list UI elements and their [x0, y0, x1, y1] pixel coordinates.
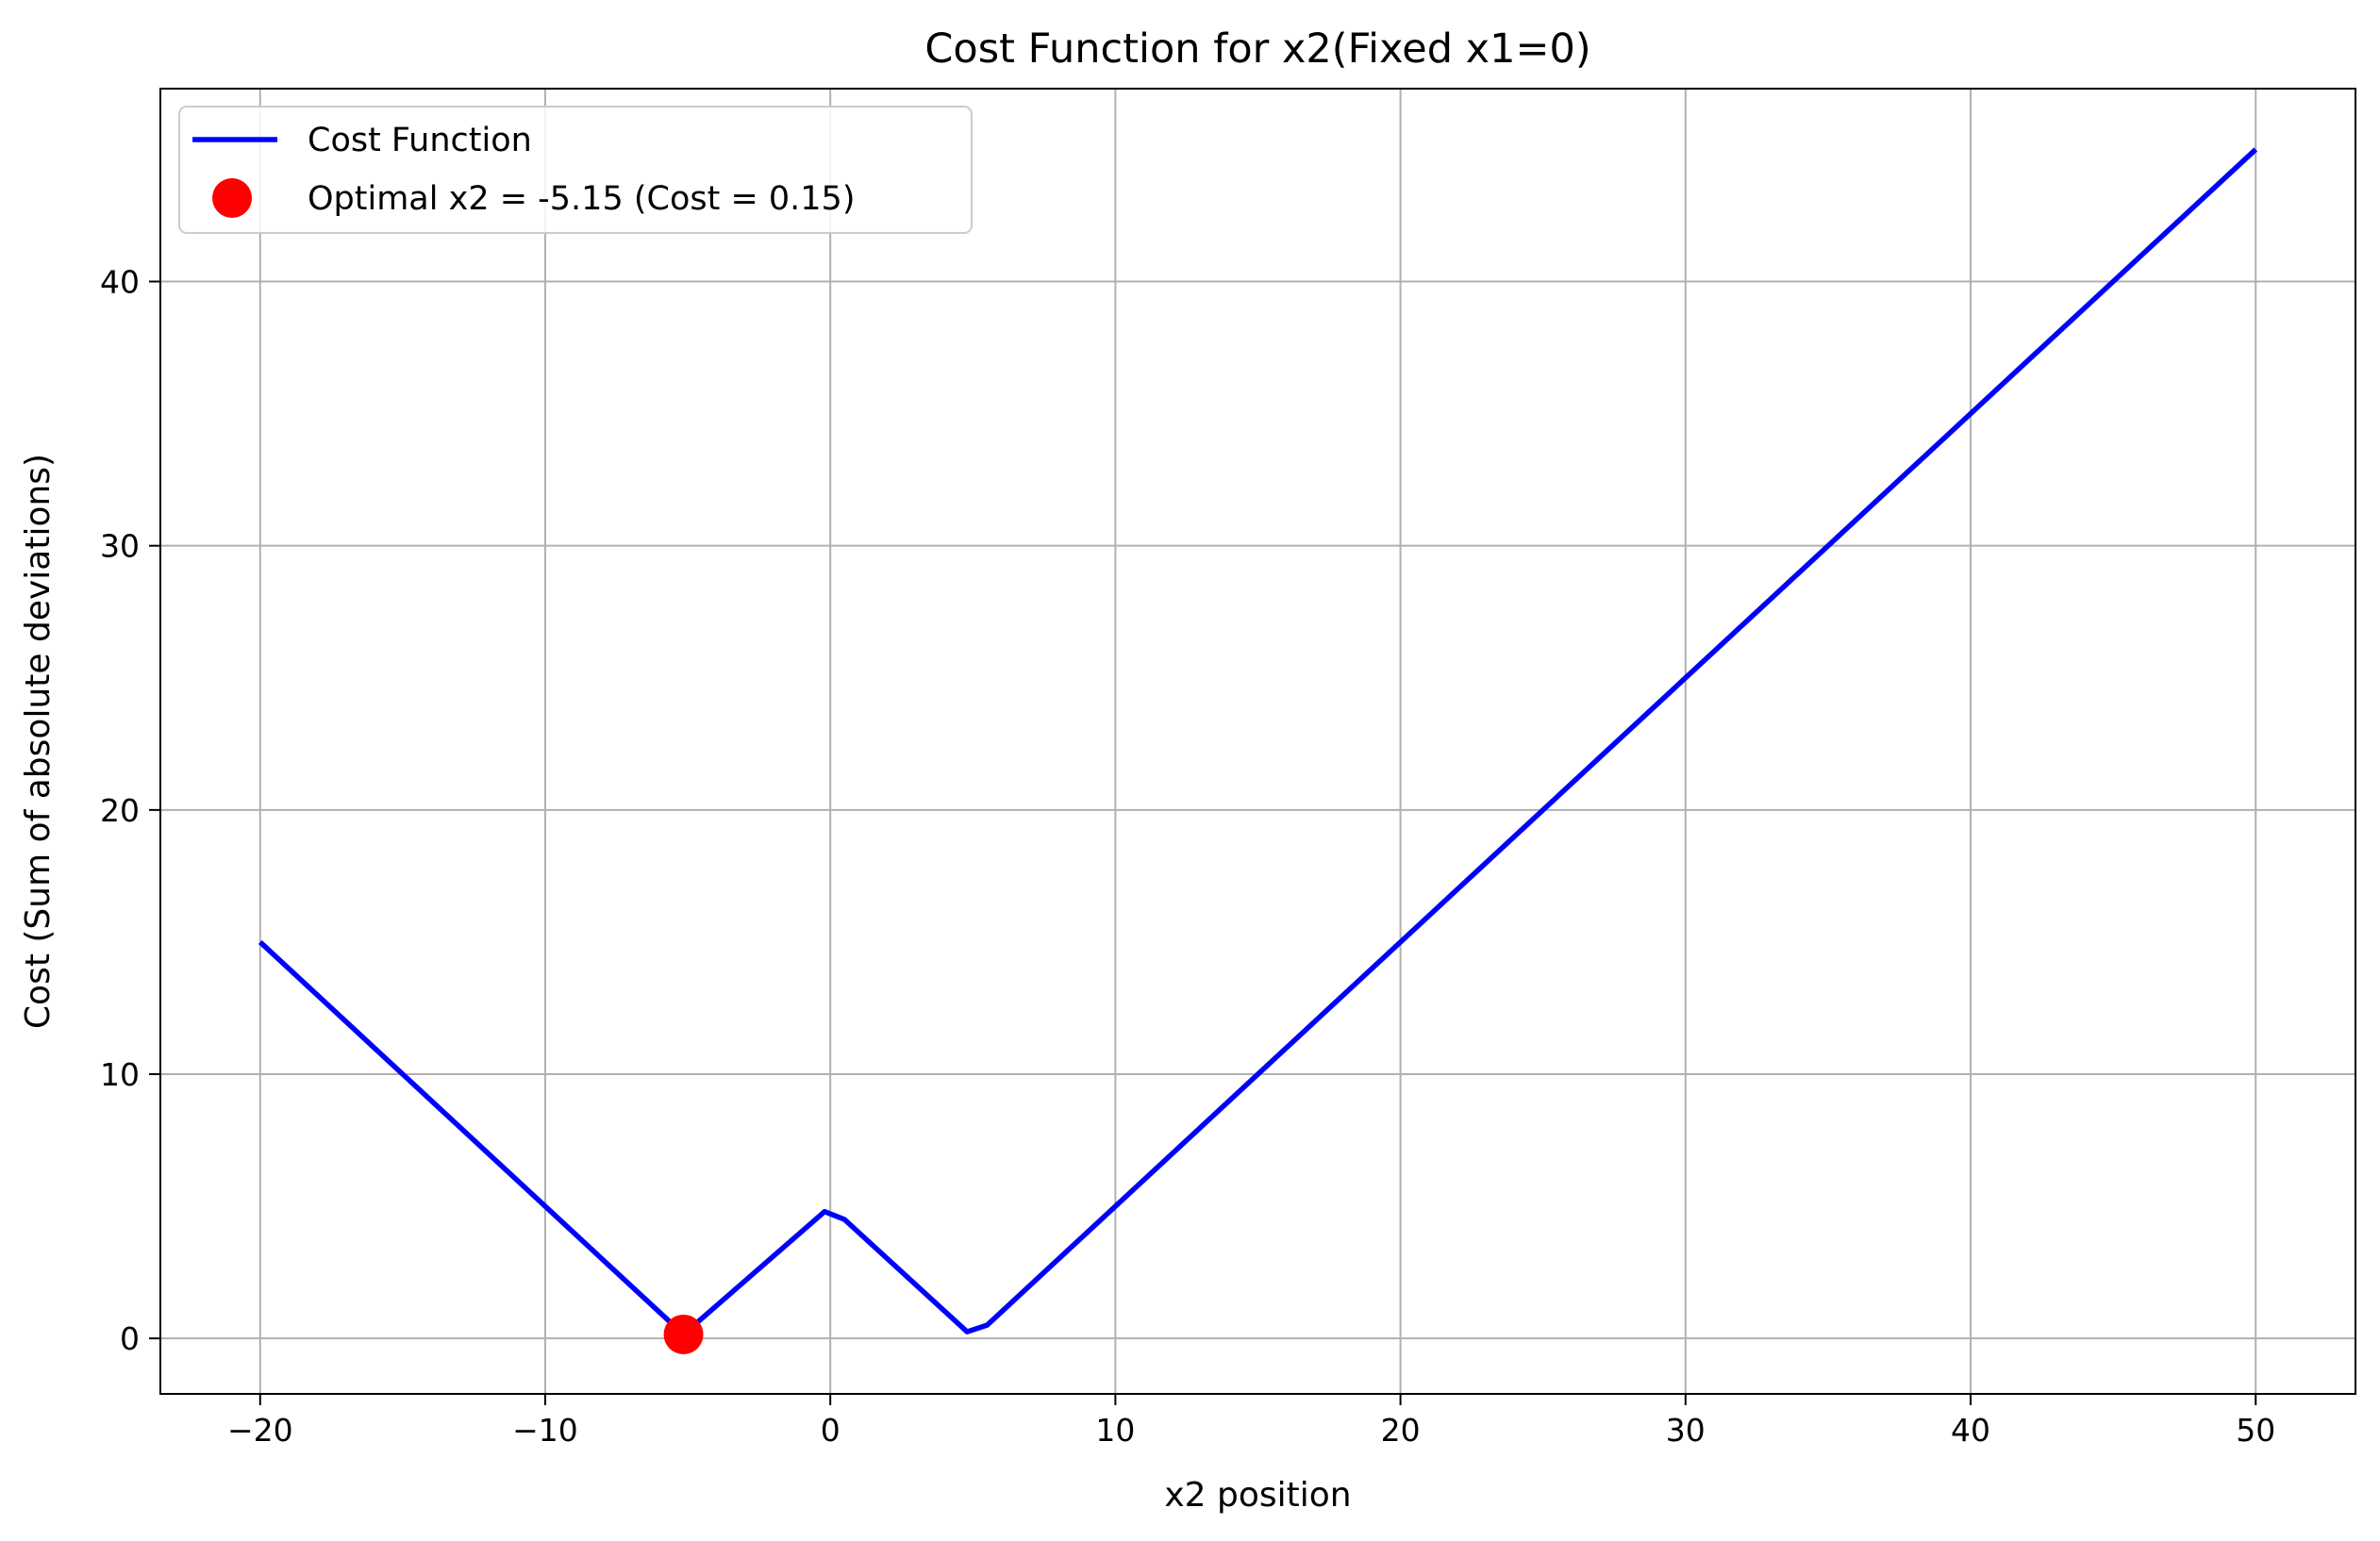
x-tick-label: 30 [1666, 1412, 1706, 1449]
x-tick-label: 50 [2236, 1412, 2275, 1449]
x-tick-label: −10 [512, 1412, 578, 1449]
x-tick-label: 20 [1381, 1412, 1421, 1449]
x-axis-label: x2 position [1164, 1476, 1351, 1515]
legend-box [178, 106, 973, 234]
x-tick-label: 40 [1951, 1412, 1990, 1449]
y-tick-label: 20 [100, 792, 140, 829]
legend-marker-swatch [212, 178, 252, 218]
optimal-point-marker [663, 1314, 704, 1354]
x-tick-label: 10 [1095, 1412, 1135, 1449]
y-tick-label: 0 [120, 1320, 140, 1357]
axis-ticks: −20 −10 0 10 20 30 40 50 0 10 20 30 40 [100, 264, 2275, 1449]
legend-entry-label: Optimal x2 = -5.15 (Cost = 0.15) [308, 180, 855, 218]
legend: Cost Function Optimal x2 = -5.15 (Cost = … [178, 106, 973, 234]
x-tick-label: −20 [227, 1412, 293, 1449]
legend-entry-label: Cost Function [308, 122, 532, 159]
chart-title: Cost Function for x2(Fixed x1=0) [924, 25, 1590, 73]
y-axis-label: Cost (Sum of absolute deviations) [19, 454, 58, 1029]
points-layer [663, 1314, 704, 1354]
y-tick-label: 40 [100, 264, 140, 301]
x-tick-label: 0 [821, 1412, 840, 1449]
plot-frame [159, 88, 2356, 1395]
y-tick-label: 10 [100, 1056, 140, 1093]
y-tick-label: 30 [100, 528, 140, 565]
